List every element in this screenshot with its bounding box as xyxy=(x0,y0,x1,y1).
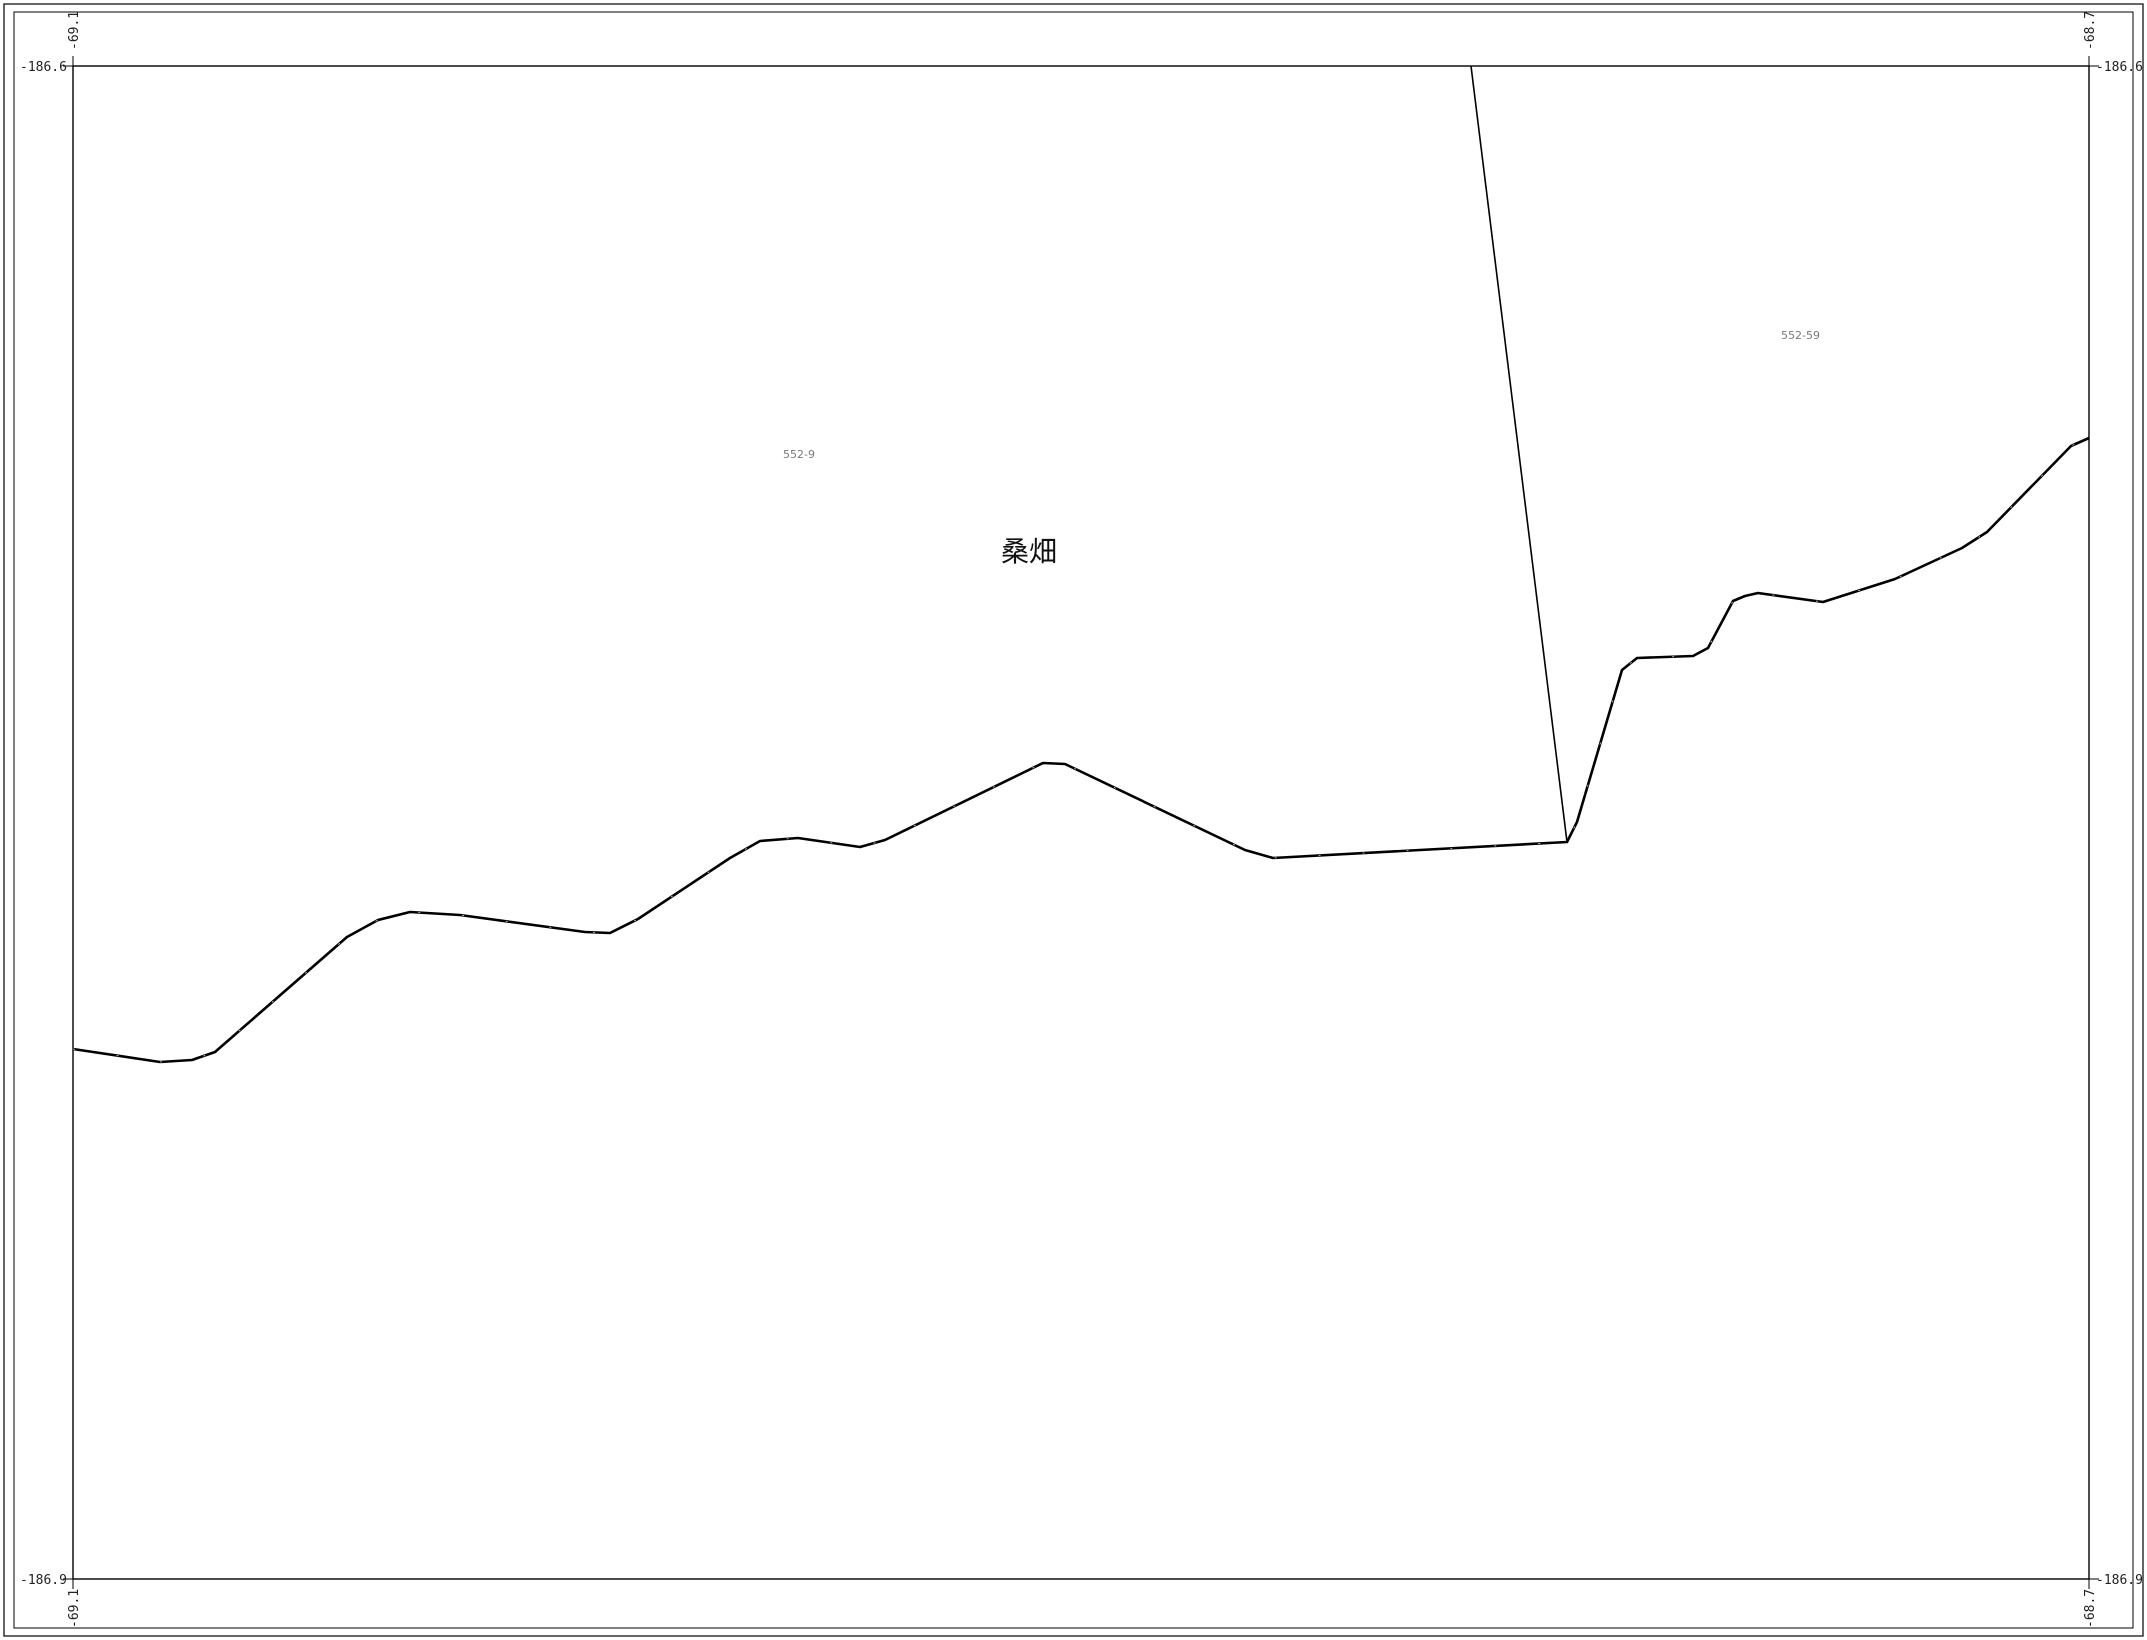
coord-bottom-right-y: -186.9 xyxy=(2096,1573,2143,1588)
coord-top-left-x: -69.1 xyxy=(67,11,82,50)
inner-frame xyxy=(13,11,2134,1629)
coord-top-left-y: -186.6 xyxy=(20,60,67,75)
parcel-boundary-main xyxy=(72,436,2090,1064)
parcel-boundary-main-dash xyxy=(72,437,2090,1063)
parcel-id-label: 552-9 xyxy=(783,448,815,461)
coord-bottom-right-x: -68.7 xyxy=(2083,1589,2098,1628)
coord-top-right-x: -68.7 xyxy=(2083,11,2098,50)
map-neatline xyxy=(72,65,2090,1580)
parcel-boundary-diagonal xyxy=(1470,65,1568,843)
outer-frame xyxy=(3,3,2144,1637)
coord-bottom-left-y: -186.9 xyxy=(20,1573,67,1588)
coord-bottom-left-x: -69.1 xyxy=(67,1589,82,1628)
coord-top-right-y: -186.6 xyxy=(2096,60,2143,75)
parcel-id-label: 552-59 xyxy=(1781,329,1820,342)
landuse-label: 桑畑 xyxy=(1001,535,1057,568)
corner-ticks xyxy=(63,56,2099,1589)
